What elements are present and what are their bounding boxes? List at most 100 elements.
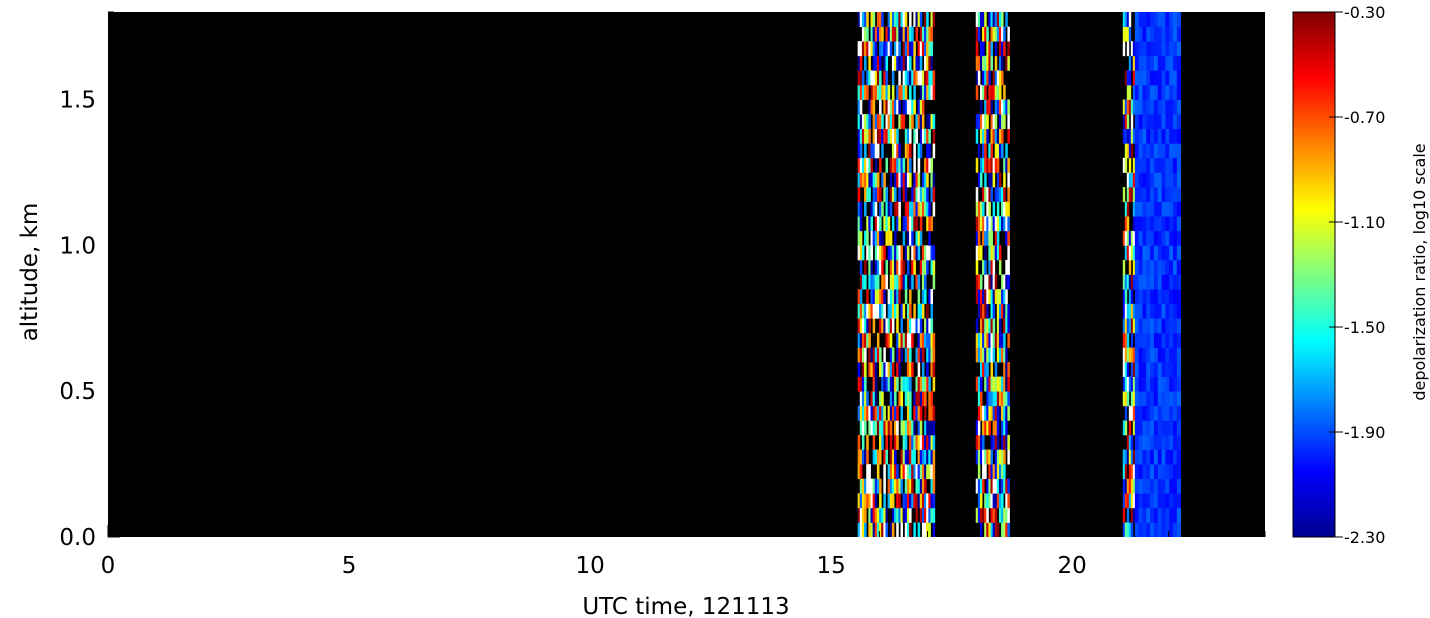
- heatmap-cell: [917, 187, 921, 202]
- heatmap-cell: [872, 55, 876, 71]
- heatmap-cell: [911, 332, 914, 348]
- heatmap-cell: [932, 478, 936, 494]
- heatmap-cell: [868, 128, 871, 144]
- heatmap-cell: [988, 522, 991, 537]
- heatmap-cell: [1146, 55, 1151, 71]
- heatmap-cell: [1007, 41, 1010, 57]
- heatmap-cell: [868, 303, 871, 319]
- heatmap-cell: [924, 493, 927, 509]
- heatmap-cell: [876, 478, 880, 494]
- heatmap-cell: [998, 55, 1002, 71]
- heatmap-cell: [990, 172, 994, 188]
- heatmap-cell: [990, 464, 994, 480]
- heatmap-cell: [1134, 493, 1140, 509]
- heatmap-cell: [900, 12, 904, 27]
- heatmap-cell: [926, 12, 929, 27]
- heatmap-cell: [881, 420, 884, 436]
- heatmap-cell: [998, 114, 1002, 130]
- heatmap-cell: [1003, 449, 1006, 465]
- heatmap-cell: [921, 26, 925, 42]
- heatmap-cell: [1146, 230, 1151, 246]
- heatmap-cell: [1130, 376, 1134, 392]
- heatmap-cell: [1138, 230, 1143, 246]
- heatmap-cell: [900, 405, 904, 421]
- heatmap-cell: [1134, 99, 1140, 115]
- heatmap-cell: [891, 26, 895, 42]
- heatmap-cell: [857, 464, 861, 480]
- heatmap-cell: [859, 478, 863, 494]
- heatmap-cell: [1142, 216, 1147, 232]
- heatmap-cell: [930, 216, 934, 232]
- heatmap-cell: [1007, 114, 1010, 130]
- heatmap-cell: [1128, 405, 1132, 421]
- heatmap-cell: [984, 449, 987, 465]
- heatmap-cell: [898, 289, 901, 305]
- heatmap-cell: [904, 391, 908, 407]
- heatmap-cell: [1142, 84, 1147, 100]
- heatmap-cell: [994, 216, 998, 232]
- heatmap-cell: [1134, 376, 1140, 392]
- heatmap-cell: [1157, 405, 1162, 421]
- heatmap-cell: [1176, 449, 1182, 465]
- heatmap-cell: [1165, 391, 1170, 407]
- heatmap-cell: [1165, 405, 1170, 421]
- heatmap-cell: [1122, 26, 1126, 42]
- heatmap-cell: [1132, 230, 1136, 246]
- heatmap-cell: [870, 26, 874, 42]
- heatmap-cell: [986, 55, 989, 71]
- heatmap-cell: [975, 478, 979, 494]
- heatmap-cell: [1134, 420, 1140, 436]
- heatmap-cell: [982, 70, 985, 86]
- heatmap-cell: [876, 12, 880, 27]
- heatmap-cell: [866, 449, 869, 465]
- heatmap-cell: [859, 216, 863, 232]
- heatmap-cell: [874, 84, 878, 100]
- heatmap-cell: [887, 478, 891, 494]
- heatmap-cell: [998, 507, 1002, 523]
- heatmap-cell: [915, 230, 919, 246]
- heatmap-cell: [1176, 405, 1182, 421]
- heatmap-cell: [984, 318, 987, 334]
- heatmap-cell: [874, 55, 878, 71]
- heatmap-cell: [1005, 303, 1008, 319]
- heatmap-cell: [1128, 347, 1132, 363]
- heatmap-cell: [1124, 157, 1128, 173]
- heatmap-cell: [902, 12, 906, 27]
- heatmap-cell: [872, 318, 876, 334]
- heatmap-cell: [898, 201, 901, 217]
- heatmap-cell: [1122, 99, 1126, 115]
- heatmap-cell: [900, 259, 904, 275]
- heatmap-cell: [874, 303, 878, 319]
- heatmap-cell: [982, 478, 985, 494]
- heatmap-cell: [879, 507, 882, 523]
- heatmap-cell: [1153, 172, 1159, 188]
- heatmap-cell: [1146, 216, 1151, 232]
- heatmap-cell: [928, 391, 931, 407]
- heatmap-cell: [902, 55, 906, 71]
- heatmap-cell: [1122, 522, 1126, 537]
- heatmap-cell: [988, 216, 991, 232]
- heatmap-cell: [909, 347, 912, 363]
- heatmap-cell: [898, 114, 901, 130]
- heatmap-cell: [1176, 478, 1182, 494]
- heatmap-cell: [1128, 303, 1132, 319]
- heatmap-cell: [904, 187, 908, 202]
- heatmap-cell: [921, 289, 925, 305]
- heatmap-cell: [932, 376, 936, 392]
- heatmap-cell: [1150, 216, 1155, 232]
- heatmap-cell: [992, 70, 996, 86]
- heatmap-cell: [889, 187, 893, 202]
- heatmap-cell: [1134, 522, 1140, 537]
- heatmap-cell: [881, 362, 884, 377]
- heatmap-cell: [1001, 26, 1004, 42]
- heatmap-cell: [1134, 318, 1140, 334]
- heatmap-cell: [1169, 201, 1174, 217]
- heatmap-cell: [861, 303, 865, 319]
- heatmap-cell: [857, 289, 861, 305]
- heatmap-cell: [1176, 26, 1182, 42]
- heatmap-cell: [917, 391, 921, 407]
- heatmap-cell: [979, 172, 983, 188]
- heatmap-cell: [917, 522, 921, 537]
- heatmap-cell: [1173, 376, 1178, 392]
